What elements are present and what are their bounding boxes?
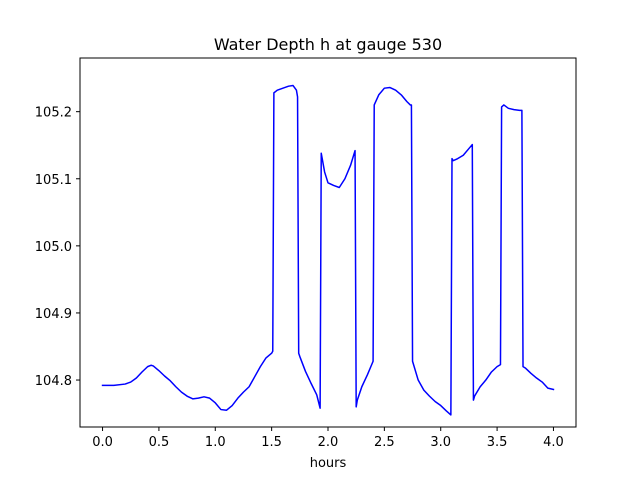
y-tick-label: 105.1: [35, 173, 72, 188]
x-tick-label: 1.0: [205, 435, 226, 450]
x-tick-label: 0.5: [149, 435, 170, 450]
series-line: [101, 84, 555, 416]
x-axis-label: hours: [310, 456, 347, 471]
y-axis: 104.8 104.9 105.0 105.1 105.2: [35, 106, 80, 389]
x-tick-label: 0.0: [92, 435, 113, 450]
y-tick-label: 105.2: [35, 106, 72, 121]
plot-area: [101, 84, 555, 416]
x-tick-label: 3.5: [487, 435, 508, 450]
y-tick-label: 104.8: [35, 374, 72, 389]
y-tick-label: 105.0: [35, 240, 72, 255]
x-axis: 0.0 0.5 1.0 1.5 2.0 2.5 3.0 3.5 4.0: [92, 427, 564, 450]
x-tick-label: 4.0: [543, 435, 564, 450]
x-tick-label: 2.5: [374, 435, 395, 450]
x-tick-label: 1.5: [261, 435, 282, 450]
x-tick-label: 2.0: [318, 435, 339, 450]
y-tick-label: 104.9: [35, 307, 72, 322]
x-tick-label: 3.0: [430, 435, 451, 450]
chart-title: Water Depth h at gauge 530: [214, 35, 442, 54]
